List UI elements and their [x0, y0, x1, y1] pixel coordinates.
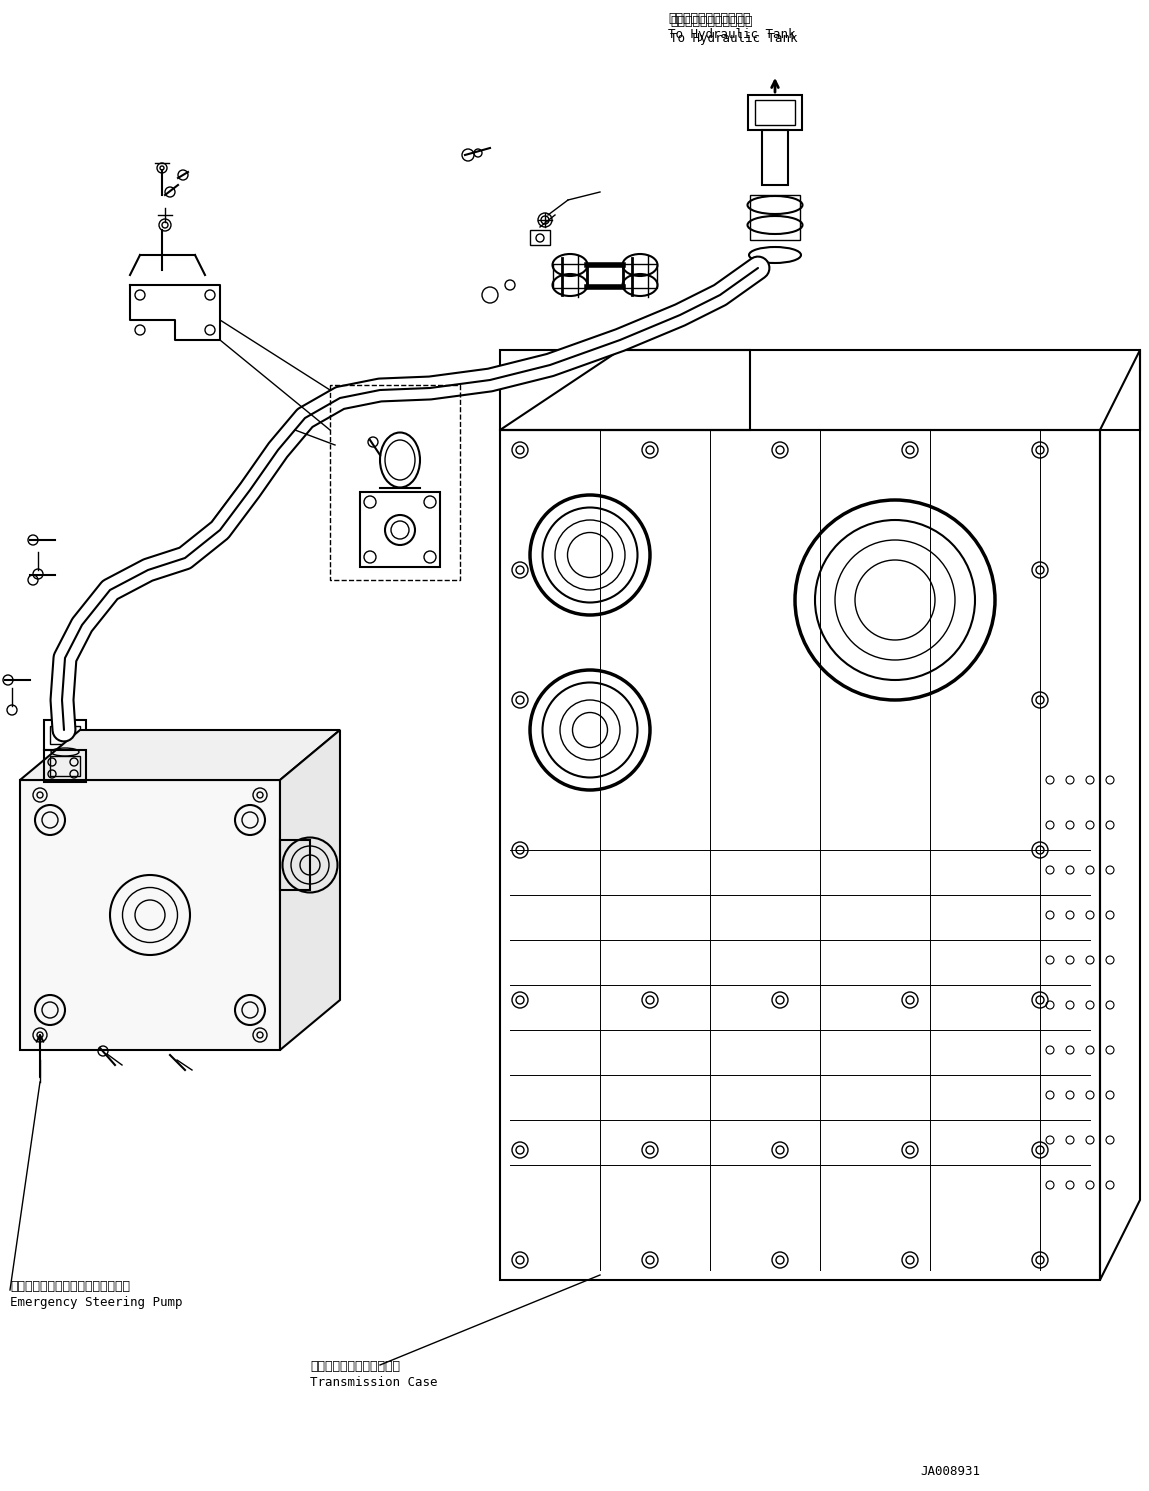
Text: エマージェンシステアリングポンプ: エマージェンシステアリングポンプ	[10, 1279, 130, 1293]
Bar	[748, 95, 802, 130]
Text: To Hydraulic Tank: To Hydraulic Tank	[670, 31, 797, 45]
Polygon shape	[280, 731, 340, 1050]
Bar	[762, 130, 788, 185]
Text: To Hydraulic Tank: To Hydraulic Tank	[668, 28, 795, 40]
Bar	[360, 492, 440, 567]
Polygon shape	[20, 780, 280, 1050]
Text: Emergency Steering Pump: Emergency Steering Pump	[10, 1296, 183, 1309]
Bar	[553, 264, 587, 288]
Bar	[530, 230, 550, 245]
Bar	[755, 100, 795, 125]
Text: トランスミッションケース: トランスミッションケース	[310, 1360, 400, 1373]
Text: ハイドロリックタンクへ: ハイドロリックタンクへ	[668, 12, 750, 25]
Text: JA008931: JA008931	[920, 1466, 980, 1478]
Bar	[51, 726, 80, 744]
Polygon shape	[20, 731, 340, 780]
Bar	[44, 720, 86, 750]
Text: Transmission Case: Transmission Case	[310, 1376, 438, 1390]
Text: ハイドロリックタンクへ: ハイドロリックタンクへ	[670, 15, 753, 28]
Bar	[623, 264, 657, 288]
Bar	[51, 756, 80, 775]
Bar	[750, 195, 800, 240]
Bar	[44, 750, 86, 781]
Bar	[280, 839, 310, 890]
